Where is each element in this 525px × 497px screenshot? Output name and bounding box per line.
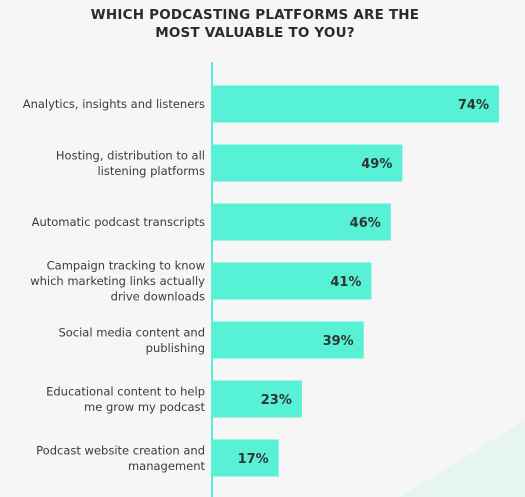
category-label-line: drive downloads <box>111 290 205 304</box>
bar-value-label-0: 74% <box>458 98 489 113</box>
bar-6 <box>213 439 279 477</box>
category-label-line: listening platforms <box>97 164 205 178</box>
bar-3 <box>213 262 372 300</box>
category-label-line: Hosting, distribution to all <box>56 148 205 162</box>
category-label-line: Analytics, insights and listeners <box>23 97 205 111</box>
bar-0 <box>213 85 499 123</box>
category-label-3: Campaign tracking to know which marketing… <box>30 259 205 304</box>
category-label-line: which marketing links actually <box>30 274 205 288</box>
category-label-line: management <box>128 459 206 473</box>
bar-1 <box>213 144 403 182</box>
bar-value-label-4: 39% <box>323 334 354 349</box>
category-label-2: Automatic podcast transcripts <box>32 215 205 229</box>
bar-5 <box>213 380 302 418</box>
chart-title: WHICH PODCASTING PLATFORMS ARE THE MOST … <box>0 6 510 42</box>
category-label-1: Hosting, distribution to all listening pl… <box>56 148 205 178</box>
category-label-4: Social media content and publishing <box>58 325 205 355</box>
category-label-line: Campaign tracking to know <box>47 259 205 273</box>
bar-value-label-3: 41% <box>330 275 361 290</box>
category-label-0: Analytics, insights and listeners <box>23 97 205 111</box>
category-label-line: Automatic podcast transcripts <box>32 215 205 229</box>
bar-value-label-5: 23% <box>261 393 292 408</box>
bar-2 <box>213 203 391 241</box>
bar-value-label-1: 49% <box>361 157 392 172</box>
category-label-6: Podcast website creation and management <box>36 443 205 473</box>
category-label-line: Social media content and <box>58 325 205 339</box>
category-label-line: Educational content to help <box>46 384 205 398</box>
chart-title-line-1: WHICH PODCASTING PLATFORMS ARE THE <box>90 7 420 23</box>
chart-title-line-2: MOST VALUABLE TO YOU? <box>155 25 355 41</box>
bar-value-label-6: 17% <box>238 452 269 467</box>
bar-value-label-2: 46% <box>350 216 381 231</box>
category-label-line: me grow my podcast <box>84 400 205 414</box>
category-label-line: publishing <box>146 341 205 355</box>
category-label-line: Podcast website creation and <box>36 443 205 457</box>
category-label-5: Educational content to help me grow my po… <box>46 384 205 414</box>
bar-4 <box>213 321 364 359</box>
